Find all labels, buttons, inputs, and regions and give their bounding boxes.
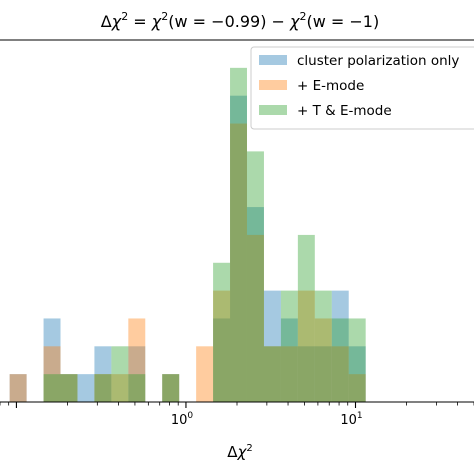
legend-swatch-t-e-mode [259, 105, 287, 115]
bar-e-mode [60, 374, 78, 402]
bar-e-mode [247, 234, 264, 402]
bar-cluster-polarization [9, 374, 27, 402]
bar-e-mode [162, 374, 180, 402]
bar-t-e-mode [162, 374, 180, 402]
bar-cluster-polarization [280, 318, 298, 402]
chart-title: Δχ2 = χ2(w = −0.99) − χ2(w = −1) [101, 10, 379, 31]
legend-frame [250, 46, 474, 130]
bar-cluster-polarization [43, 318, 61, 402]
bar-cluster-polarization [297, 346, 315, 402]
legend-label-cluster-polarization: cluster polarization only [297, 53, 459, 69]
bar-e-mode [196, 346, 214, 402]
bar-t-e-mode [314, 290, 332, 402]
bar-cluster-polarization [331, 290, 349, 402]
bar-cluster-polarization [77, 374, 95, 402]
bar-t-e-mode [247, 151, 264, 402]
bar-cluster-polarization [247, 207, 264, 402]
histogram-bars [9, 67, 366, 402]
x-axis-label: Δχ2 [227, 443, 253, 461]
bar-cluster-polarization [348, 346, 366, 402]
bar-e-mode [230, 123, 247, 402]
bar-t-e-mode [94, 374, 112, 402]
bar-t-e-mode [331, 318, 349, 402]
legend-label-t-e-mode: + T & E-mode [297, 103, 392, 119]
bar-t-e-mode [60, 374, 78, 402]
bar-e-mode [297, 290, 315, 402]
bar-t-e-mode [280, 290, 298, 402]
bar-cluster-polarization [213, 318, 231, 402]
bar-cluster-polarization [263, 290, 281, 402]
bar-e-mode [314, 318, 332, 402]
bar-t-e-mode [297, 234, 315, 402]
bar-e-mode [280, 346, 298, 402]
bar-e-mode [111, 374, 129, 402]
x-tick-label: 101 [340, 411, 362, 428]
bar-cluster-polarization [94, 346, 112, 402]
bar-cluster-polarization [128, 346, 146, 402]
bar-e-mode [9, 374, 27, 402]
bar-e-mode [128, 318, 146, 402]
bar-t-e-mode [213, 262, 231, 402]
bar-t-e-mode [43, 374, 61, 402]
bar-cluster-polarization [314, 346, 332, 402]
legend: cluster polarization only + E-mode + T & E… [250, 46, 474, 130]
bar-e-mode [94, 374, 112, 402]
bar-e-mode [331, 346, 349, 402]
bar-e-mode [213, 290, 231, 402]
bar-t-e-mode [263, 346, 281, 402]
bar-cluster-polarization [230, 95, 247, 402]
legend-label-e-mode: + E-mode [297, 78, 364, 94]
x-axis-ticks: 100 101 [0, 402, 474, 428]
legend-swatch-cluster-polarization [259, 55, 287, 65]
legend-swatch-e-mode [259, 80, 287, 90]
bar-e-mode [263, 346, 281, 402]
bar-t-e-mode [111, 346, 129, 402]
bar-t-e-mode [348, 318, 366, 402]
bar-t-e-mode [128, 374, 146, 402]
bar-e-mode [348, 374, 366, 402]
x-tick-label: 100 [171, 411, 194, 428]
bar-cluster-polarization [60, 374, 78, 402]
bar-t-e-mode [230, 67, 247, 402]
bar-cluster-polarization [162, 374, 180, 402]
bar-e-mode [43, 346, 61, 402]
